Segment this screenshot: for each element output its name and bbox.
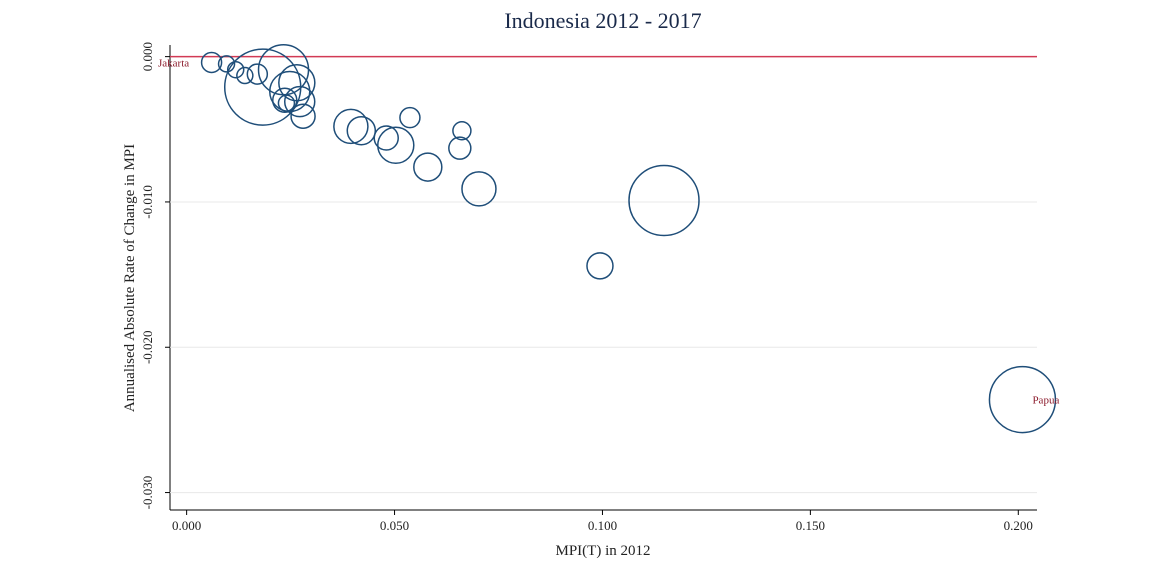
bubble xyxy=(200,51,223,74)
bubble xyxy=(399,106,421,129)
y-tick-label: 0.000 xyxy=(140,42,155,71)
bubble xyxy=(223,48,302,126)
bubble xyxy=(290,103,316,129)
x-tick-label: 0.200 xyxy=(1004,518,1033,533)
bubble xyxy=(586,252,614,280)
x-tick-label: 0.050 xyxy=(380,518,409,533)
bubble xyxy=(217,55,236,73)
bubble xyxy=(373,125,399,151)
x-tick-label: 0.000 xyxy=(172,518,201,533)
x-tick-label: 0.150 xyxy=(796,518,825,533)
bubble xyxy=(452,120,472,141)
bubble xyxy=(628,164,700,237)
point-label: Jakarta xyxy=(158,57,189,69)
bubble xyxy=(246,63,269,85)
bubble xyxy=(283,85,316,118)
bubble xyxy=(988,365,1057,434)
bubble xyxy=(346,115,377,146)
bubble xyxy=(278,64,316,102)
y-tick-label: -0.020 xyxy=(140,330,155,364)
bubble xyxy=(461,171,497,207)
y-tick-label: -0.010 xyxy=(140,185,155,219)
x-axis-title: MPI(T) in 2012 xyxy=(556,543,651,559)
point-label: Papua xyxy=(1032,395,1059,407)
bubble xyxy=(413,152,443,182)
y-tick-label: -0.030 xyxy=(140,476,155,510)
chart-title: Indonesia 2012 - 2017 xyxy=(504,8,701,33)
x-tick-label: 0.100 xyxy=(588,518,617,533)
bubble xyxy=(226,60,245,79)
bubble xyxy=(333,108,369,145)
bubble xyxy=(448,136,472,160)
bubble xyxy=(377,126,415,165)
y-axis-title: Annualised Absolute Rate of Change in MP… xyxy=(122,144,138,412)
bubble xyxy=(236,66,254,85)
